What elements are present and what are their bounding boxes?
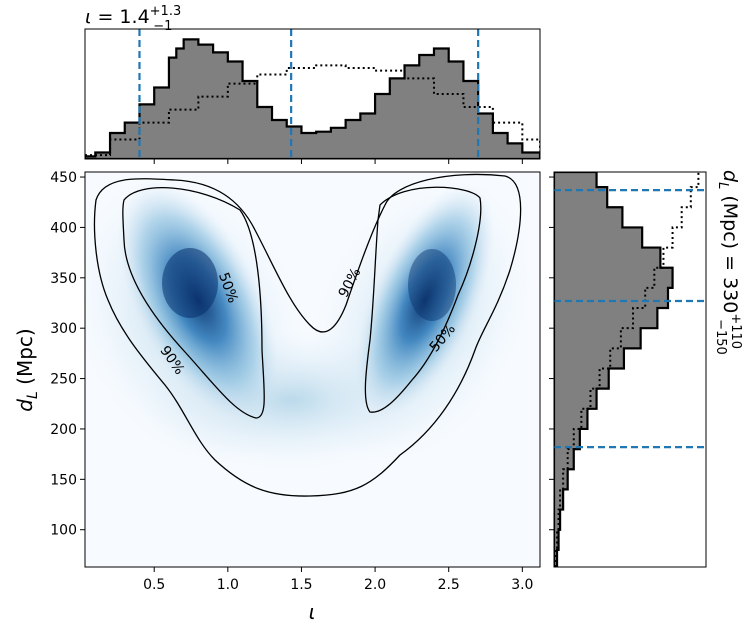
y-marginal-frame — [553, 171, 707, 568]
y-tick-label: 450 — [50, 170, 77, 186]
contours — [93, 173, 522, 497]
density-peak-left — [162, 248, 218, 318]
joint-panel: 0.5 1.0 1.5 2.0 2.5 3.0 100 150 200 250 300 350 400… — [13, 170, 541, 624]
joint-y-ticks: 100 150 200 250 300 350 400 450 — [50, 170, 85, 539]
x-marginal-panel: ι = 1.4+1.3 −1 — [84, 4, 541, 164]
x-tick-label: 2.5 — [438, 577, 460, 593]
density-blob-right — [355, 183, 495, 417]
y-marginal-filled-histogram — [554, 172, 674, 567]
y-marginal-title: dL (Mpc) = 330+110−150 — [713, 170, 743, 355]
y-tick-label: 300 — [50, 321, 77, 337]
joint-frame — [84, 171, 541, 568]
contour-50-left — [122, 187, 265, 419]
y-tick-label: 100 — [50, 523, 77, 539]
x-tick-label: 1.5 — [290, 577, 312, 593]
y-marginal-panel: dL (Mpc) = 330+110−150 — [549, 170, 743, 568]
contour-50-right — [364, 186, 482, 413]
y-marginal-ticks — [549, 176, 554, 531]
y-marginal-dotted-histogram — [554, 172, 700, 567]
y-axis-label: dL (Mpc) — [13, 328, 41, 411]
y-tick-label: 150 — [50, 472, 77, 488]
x-marginal-frame — [84, 28, 541, 160]
x-marginal-filled-histogram — [85, 38, 540, 159]
x-marginal-dotted-histogram — [85, 64, 540, 157]
y-marginal-quantile-lines — [554, 189, 706, 449]
x-tick-label: 1.0 — [217, 577, 239, 593]
contour-90-outer — [93, 173, 522, 497]
y-tick-label: 350 — [50, 271, 77, 287]
y-tick-label: 200 — [50, 422, 77, 438]
density-heatmap — [85, 176, 531, 470]
x-tick-label: 0.5 — [143, 577, 165, 593]
x-tick-label: 2.0 — [364, 577, 386, 593]
x-marginal-ticks — [153, 159, 523, 164]
x-marginal-title: ι = 1.4+1.3 −1 — [85, 4, 181, 34]
x-tick-label: 3.0 — [511, 577, 533, 593]
y-tick-label: 400 — [50, 220, 77, 236]
x-axis-label: ι — [309, 600, 316, 624]
joint-x-ticks: 0.5 1.0 1.5 2.0 2.5 3.0 — [143, 567, 533, 593]
density-peak-right — [408, 249, 456, 321]
y-tick-label: 250 — [50, 372, 77, 388]
